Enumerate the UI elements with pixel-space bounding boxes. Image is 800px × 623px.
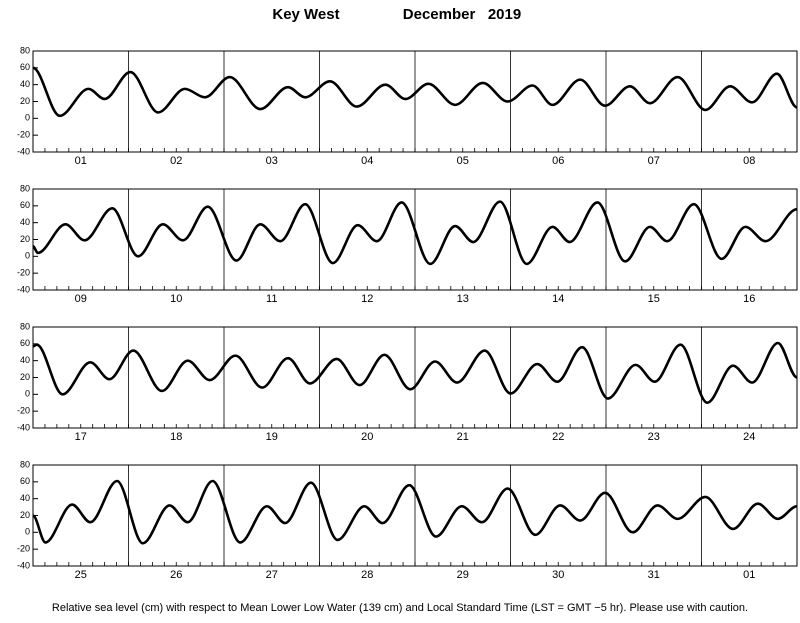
day-label: 07 bbox=[648, 155, 660, 167]
tide-line bbox=[32, 66, 798, 118]
y-tick-label: 20 bbox=[20, 372, 30, 382]
y-tick-label: -20 bbox=[17, 406, 30, 416]
y-tick-label: 20 bbox=[20, 510, 30, 520]
y-tick-label: -40 bbox=[17, 284, 30, 294]
day-label: 04 bbox=[361, 155, 373, 167]
day-label: 08 bbox=[743, 155, 755, 167]
day-label: 09 bbox=[75, 293, 87, 305]
day-label: 20 bbox=[361, 431, 373, 443]
y-tick-label: 0 bbox=[25, 113, 30, 123]
day-label: 28 bbox=[361, 569, 373, 581]
day-label: 12 bbox=[361, 293, 373, 305]
day-label: 02 bbox=[170, 155, 182, 167]
day-label: 03 bbox=[266, 155, 278, 167]
day-label: 15 bbox=[648, 293, 660, 305]
y-tick-label: 20 bbox=[20, 96, 30, 106]
tide-line bbox=[32, 200, 798, 266]
y-tick-label: 0 bbox=[25, 389, 30, 399]
day-label: 19 bbox=[266, 431, 278, 443]
y-tick-label: 60 bbox=[20, 338, 30, 348]
day-label: 06 bbox=[552, 155, 564, 167]
day-label: 14 bbox=[552, 293, 564, 305]
day-label: 21 bbox=[457, 431, 469, 443]
y-tick-label: 60 bbox=[20, 62, 30, 72]
y-tick-label: 60 bbox=[20, 200, 30, 210]
day-label: 10 bbox=[170, 293, 182, 305]
day-label: 18 bbox=[170, 431, 182, 443]
y-tick-label: -40 bbox=[17, 146, 30, 156]
y-tick-label: -40 bbox=[17, 560, 30, 570]
caption: Relative sea level (cm) with respect to … bbox=[52, 602, 748, 614]
y-tick-label: 80 bbox=[20, 183, 30, 193]
y-tick-label: 60 bbox=[20, 476, 30, 486]
day-label: 11 bbox=[266, 293, 277, 305]
y-tick-label: 80 bbox=[20, 459, 30, 469]
y-tick-label: 80 bbox=[20, 321, 30, 331]
day-label: 13 bbox=[457, 293, 469, 305]
chart-title: Key West bbox=[272, 6, 339, 23]
tide-line bbox=[32, 341, 798, 405]
y-tick-label: 40 bbox=[20, 79, 30, 89]
y-tick-label: 0 bbox=[25, 251, 30, 261]
day-label: 24 bbox=[743, 431, 755, 443]
y-tick-label: 0 bbox=[25, 527, 30, 537]
y-tick-label: -20 bbox=[17, 268, 30, 278]
day-label: 17 bbox=[75, 431, 87, 443]
day-label: 05 bbox=[457, 155, 469, 167]
y-tick-label: 20 bbox=[20, 234, 30, 244]
y-tick-label: -20 bbox=[17, 544, 30, 554]
y-tick-label: 40 bbox=[20, 355, 30, 365]
day-label: 16 bbox=[743, 293, 755, 305]
y-tick-label: 40 bbox=[20, 217, 30, 227]
day-label: 29 bbox=[457, 569, 469, 581]
day-label: 26 bbox=[170, 569, 182, 581]
tide-line bbox=[32, 479, 798, 545]
day-label: 01 bbox=[743, 569, 755, 581]
day-label: 30 bbox=[552, 569, 564, 581]
day-label: 01 bbox=[75, 155, 87, 167]
y-tick-label: 40 bbox=[20, 493, 30, 503]
day-label: 23 bbox=[648, 431, 660, 443]
day-label: 31 bbox=[648, 569, 660, 581]
y-tick-label: 80 bbox=[20, 45, 30, 55]
day-label: 25 bbox=[75, 569, 87, 581]
day-label: 27 bbox=[266, 569, 278, 581]
day-label: 22 bbox=[552, 431, 564, 443]
chart-subtitle: December 2019 bbox=[403, 6, 521, 23]
y-tick-label: -20 bbox=[17, 130, 30, 140]
y-tick-label: -40 bbox=[17, 422, 30, 432]
